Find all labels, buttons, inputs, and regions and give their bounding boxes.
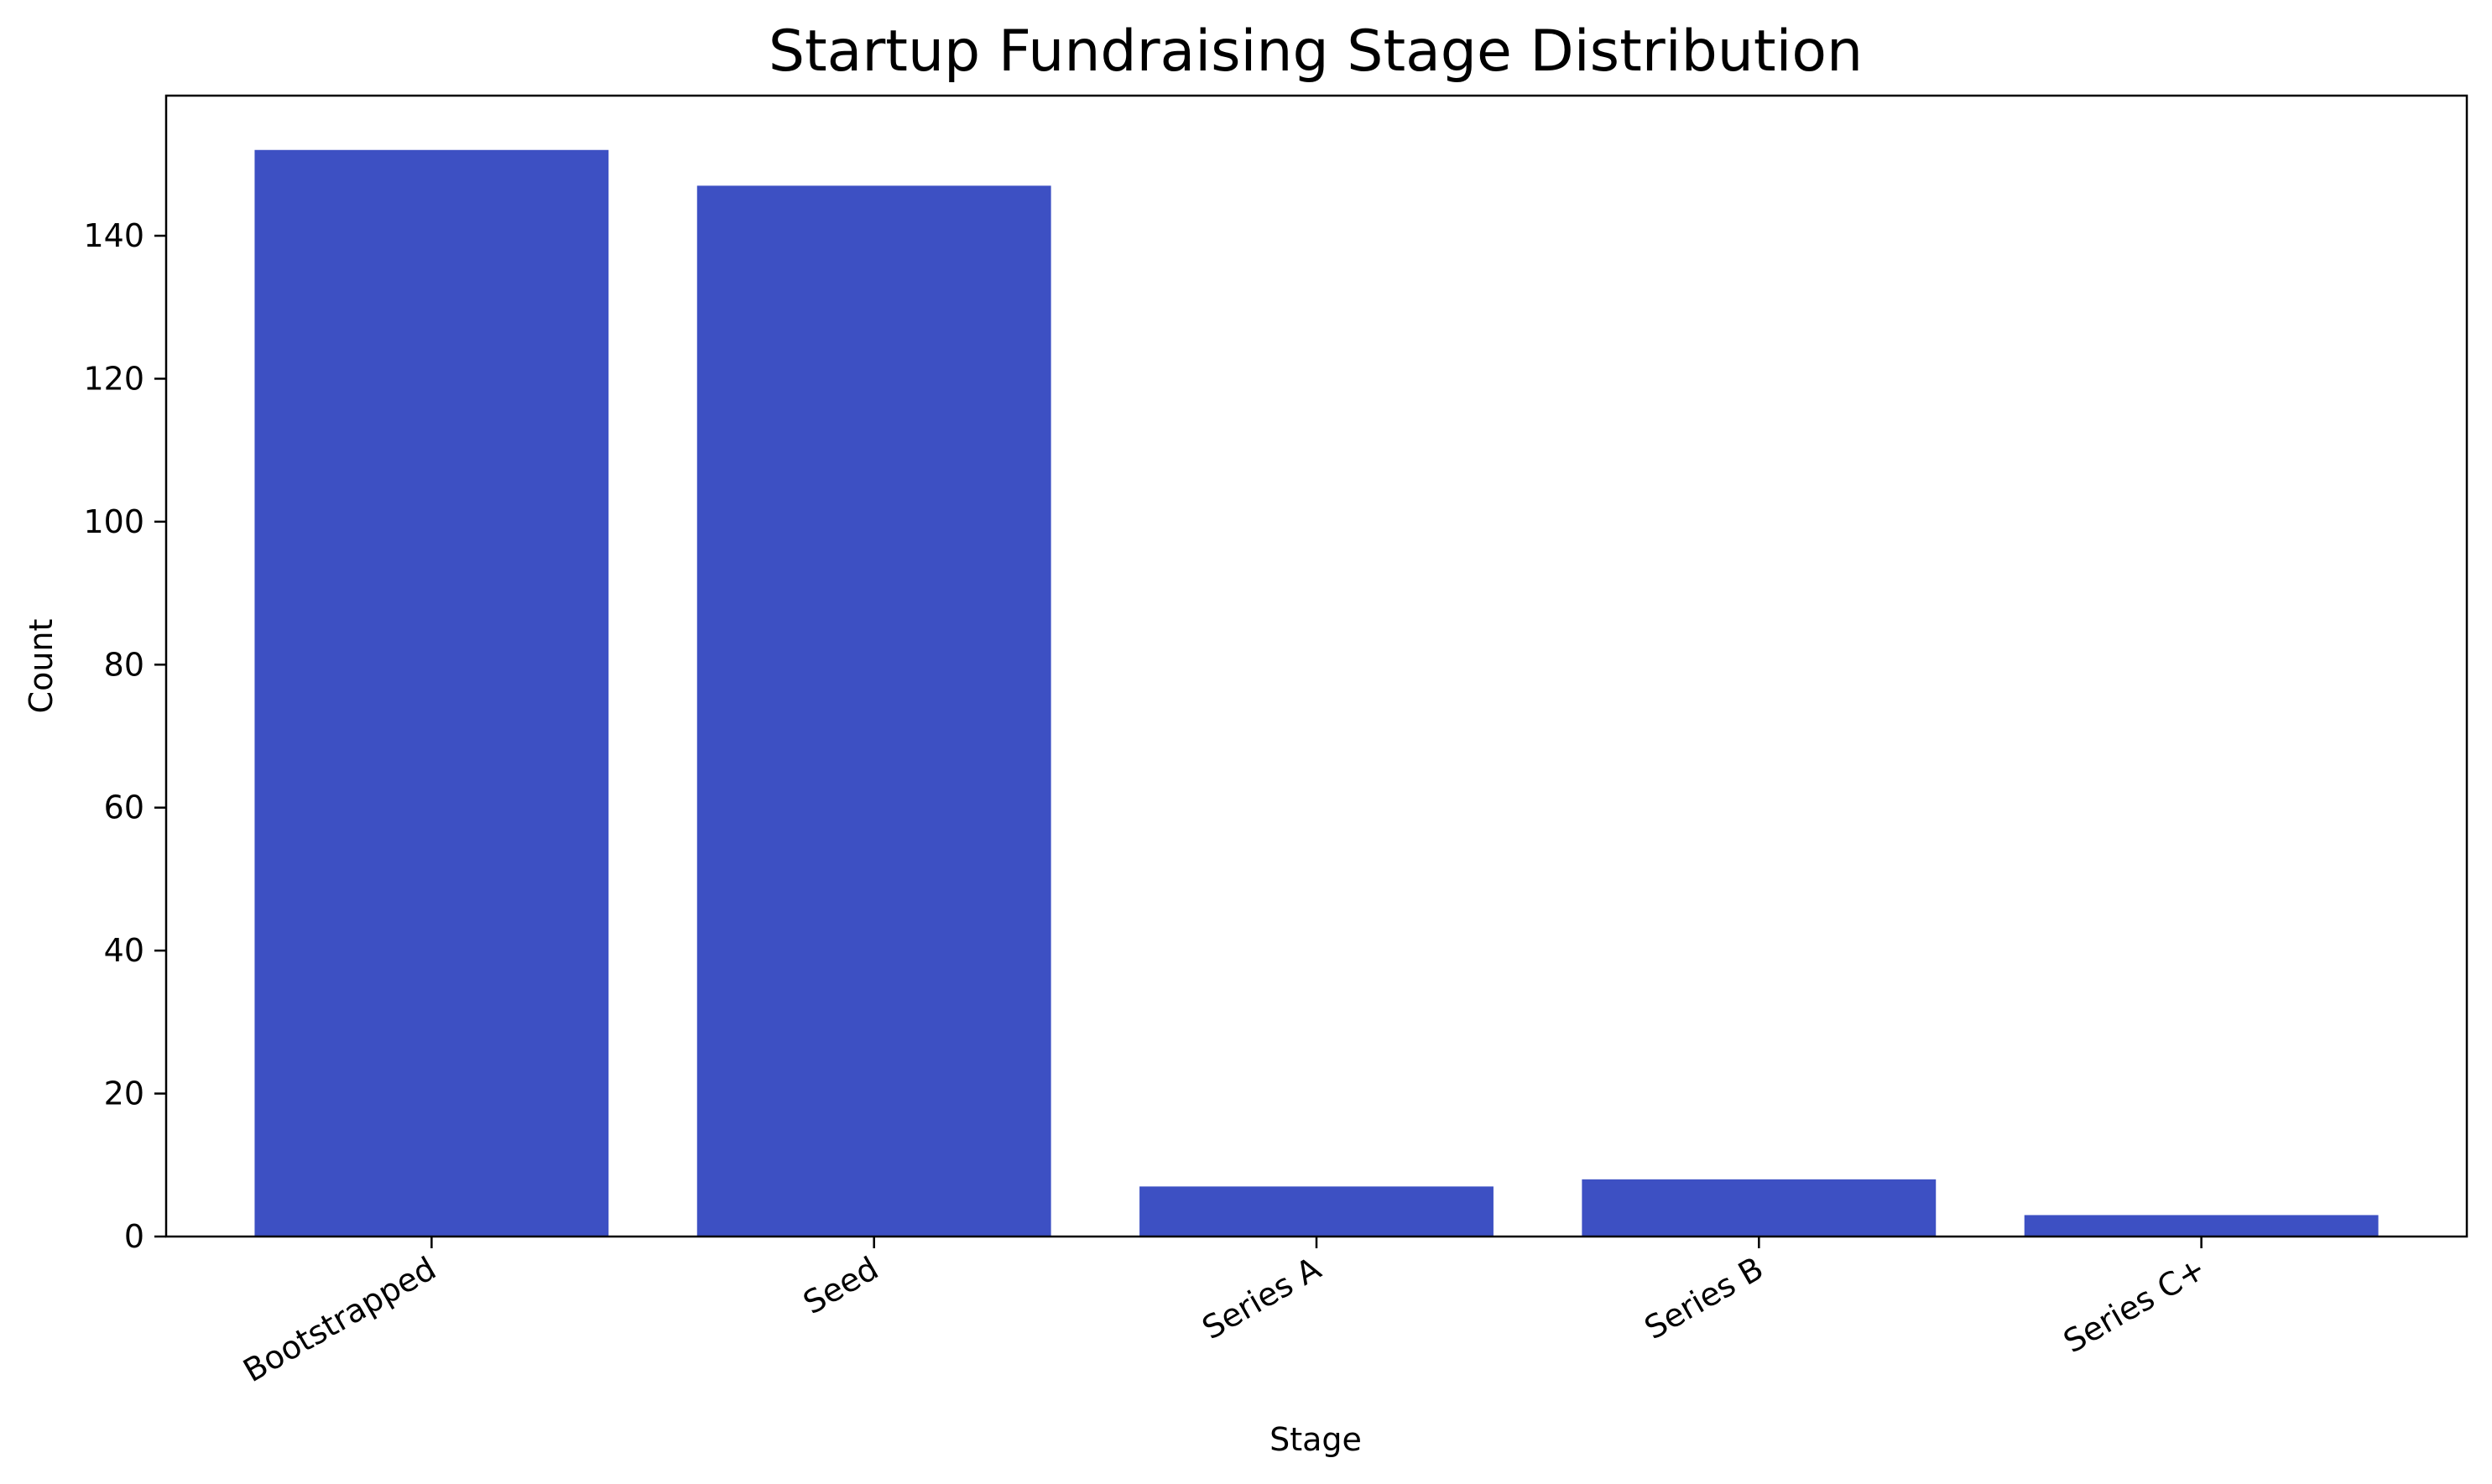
- bar-seed: [696, 185, 1051, 1237]
- y-tick-label-60: 60: [104, 789, 144, 826]
- y-tick-label-0: 0: [124, 1218, 144, 1255]
- plot-frame: [164, 94, 2469, 1238]
- bar-series-a: [1139, 1186, 1494, 1237]
- x-axis-label: Stage: [1269, 1421, 1362, 1458]
- y-tick-label-120: 120: [83, 360, 144, 397]
- y-tick-label-140: 140: [83, 217, 144, 254]
- y-axis-label: Count: [23, 619, 60, 714]
- bar-series-c: [2024, 1215, 2379, 1237]
- y-tick-label-40: 40: [104, 932, 144, 969]
- y-tick-label-80: 80: [104, 646, 144, 683]
- y-tick-label-20: 20: [104, 1075, 144, 1112]
- chart-title: Startup Fundraising Stage Distribution: [769, 18, 1863, 85]
- bar-series-b: [1582, 1179, 1937, 1237]
- y-axis-ticks: 0 20 40 60 80 100 120 140: [83, 217, 166, 1255]
- bars-group: [254, 149, 2379, 1237]
- y-tick-label-100: 100: [83, 503, 144, 540]
- bar-bootstrapped: [254, 149, 609, 1237]
